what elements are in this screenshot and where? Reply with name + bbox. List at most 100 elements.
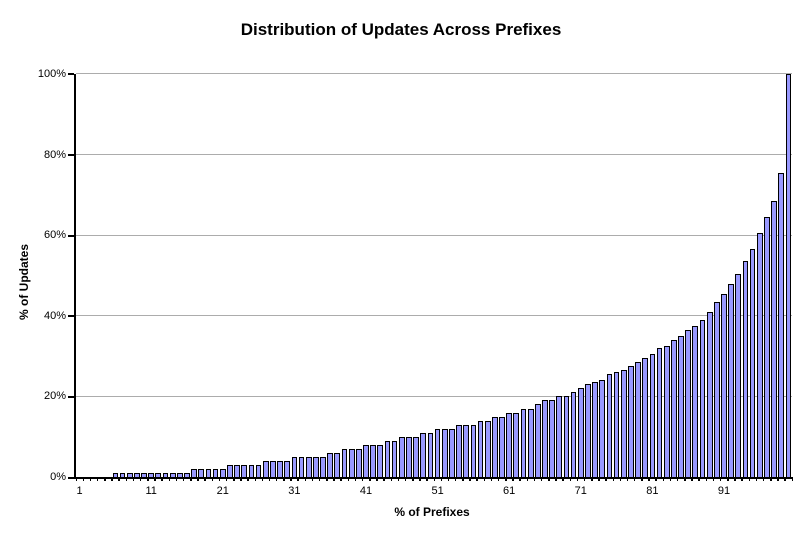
bar: [506, 412, 513, 477]
y-axis-tick-label: 100%: [37, 68, 66, 80]
y-axis-tick-label: 20%: [43, 390, 66, 403]
bar: [270, 460, 276, 477]
x-axis-tick: [111, 477, 113, 481]
bar: [262, 460, 269, 477]
x-axis-tick: [777, 477, 779, 481]
x-axis-tick: [326, 477, 328, 481]
gridline-80: [76, 154, 792, 156]
x-axis-tick: [390, 477, 393, 481]
x-axis-tick: [641, 477, 643, 481]
x-axis-tick: [727, 477, 729, 481]
x-axis-tick: [734, 477, 736, 481]
x-axis-tick: [118, 477, 120, 481]
x-axis-tick: [648, 477, 650, 481]
bar: [585, 384, 591, 477]
bar: [348, 448, 355, 477]
x-axis-tick: [633, 477, 636, 481]
x-axis-tick: [626, 477, 629, 481]
bar: [491, 416, 498, 477]
bar: [155, 472, 162, 477]
x-axis-tick: [290, 477, 292, 481]
x-axis-tick: [784, 477, 786, 481]
x-axis-tick: [204, 477, 206, 481]
x-axis-tick: [719, 477, 722, 481]
bar: [291, 456, 298, 477]
x-axis-tick: [82, 477, 85, 481]
bar: [370, 444, 376, 477]
x-axis-tick: [591, 477, 593, 481]
bar: [620, 370, 627, 477]
x-axis-tick-label: 41: [359, 485, 373, 497]
x-axis-tick: [275, 477, 278, 481]
x-axis-tick: [419, 477, 421, 481]
bar: [227, 464, 233, 477]
x-axis-tick: [562, 477, 564, 481]
x-axis-tick: [175, 477, 178, 481]
x-axis-tick: [225, 477, 228, 481]
x-axis-tick: [261, 477, 264, 481]
y-axis-tick: [68, 477, 74, 479]
x-axis-tick: [340, 477, 342, 481]
y-axis-tick-label: 80%: [43, 148, 66, 161]
x-axis-tick-label: 11: [145, 485, 157, 497]
x-axis-tick: [770, 477, 772, 481]
bar: [556, 396, 563, 477]
x-axis-tick: [512, 477, 514, 481]
bar: [470, 424, 477, 477]
bar: [534, 404, 541, 477]
x-axis-tick: [283, 477, 285, 481]
bar: [176, 472, 183, 477]
bar: [606, 374, 613, 477]
x-axis-tick: [190, 477, 192, 481]
bar: [699, 319, 706, 477]
bar: [312, 456, 319, 477]
x-axis-tick: [104, 477, 106, 481]
x-axis-tick: [791, 477, 793, 481]
x-axis-tick: [748, 477, 751, 481]
x-axis-tick: [404, 477, 407, 481]
bar: [449, 428, 455, 477]
x-axis-tick: [483, 477, 486, 481]
x-axis-tick: [684, 477, 686, 481]
y-axis-tick-label: 0%: [50, 471, 66, 483]
x-axis-tick-label: 91: [717, 485, 731, 497]
x-axis-tick: [233, 477, 235, 481]
x-axis-tick-label: 81: [646, 485, 659, 497]
bar: [678, 335, 684, 477]
x-axis-tick: [505, 477, 507, 481]
x-axis-tick-label: 1: [76, 485, 83, 497]
y-axis-tick-label: 60%: [43, 229, 66, 242]
x-axis-tick-label: 51: [431, 485, 444, 497]
bar: [663, 346, 670, 477]
x-axis-tick: [376, 477, 378, 481]
x-axis-tick: [361, 477, 364, 481]
x-axis-tick: [533, 477, 536, 481]
x-axis-tick: [318, 477, 321, 481]
bar: [191, 468, 197, 477]
bar: [771, 200, 777, 477]
bar: [756, 233, 763, 477]
x-axis-tick: [297, 477, 299, 481]
x-axis-tick: [662, 477, 665, 481]
x-axis-tick: [161, 477, 163, 481]
bar: [749, 249, 756, 477]
bar: [628, 366, 634, 477]
bar: [162, 472, 169, 477]
bar: [327, 452, 334, 477]
bar: [406, 436, 412, 477]
bar: [520, 408, 527, 477]
x-axis-tick-label: 61: [503, 485, 516, 497]
x-axis-tick: [755, 477, 758, 481]
x-axis-tick: [705, 477, 708, 481]
bar: [642, 358, 649, 477]
bar: [334, 452, 341, 477]
x-axis-tick: [354, 477, 357, 481]
x-axis-tick: [254, 477, 256, 481]
x-axis-tick: [605, 477, 607, 481]
x-axis-tick: [676, 477, 679, 481]
x-axis-tick: [612, 477, 614, 481]
bar: [635, 362, 641, 477]
bar: [527, 408, 534, 477]
x-axis-tick: [125, 477, 128, 481]
